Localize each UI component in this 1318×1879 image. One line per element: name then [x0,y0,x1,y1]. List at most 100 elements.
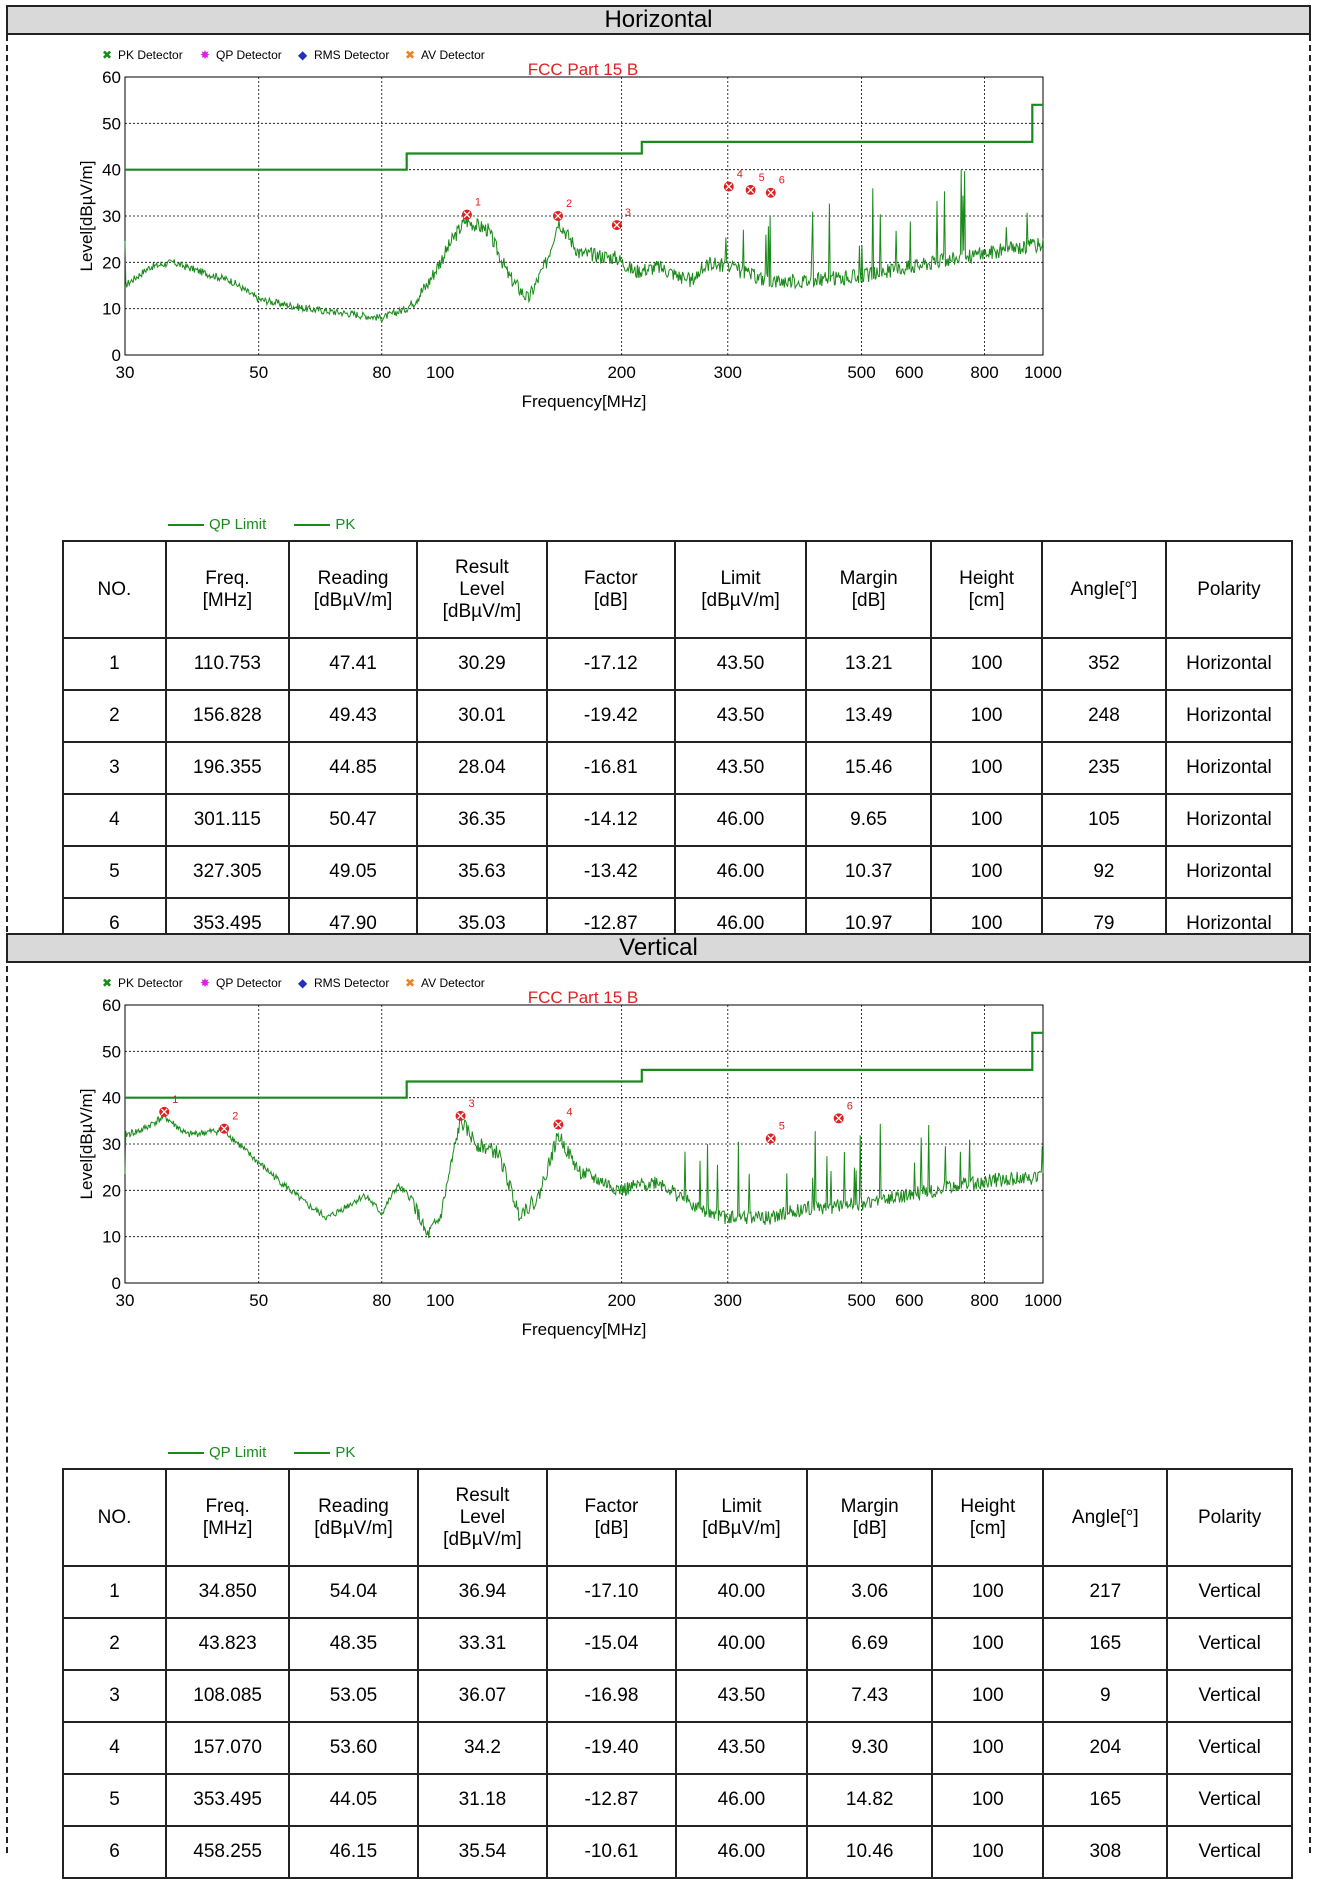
table-cell: 100 [931,1669,1045,1723]
marker-label: 2 [566,198,572,210]
table-cell: 217 [1042,1565,1169,1619]
table-cell: Vertical [1166,1565,1293,1619]
table-cell: 53.60 [288,1721,419,1775]
table-cell: 2 [61,1617,168,1671]
column-header: Polarity [1164,540,1294,639]
table-cell: 13.21 [805,637,933,691]
legend-symbol-icon: ✖ [102,976,112,990]
table-cell: -13.42 [545,845,676,899]
y-tick-label: 60 [102,996,121,1015]
legend-qp-limit: QP Limit [168,1444,266,1461]
table-cell: 110.753 [164,637,290,691]
column-header: Freq. [MHz] [164,540,290,639]
table-cell: 92 [1041,845,1167,899]
table-cell: 43.50 [674,1669,809,1723]
y-tick-label: 30 [102,1135,121,1154]
x-tick-label: 80 [372,1291,391,1310]
table-cell: 3.06 [806,1565,934,1619]
table-cell: -15.04 [546,1617,677,1671]
x-tick-label: 30 [116,1291,135,1310]
x-tick-label: 1000 [1024,1291,1062,1310]
peak-marker: 1 [159,1094,178,1117]
table-cell: 100 [930,637,1044,691]
legend-symbol-icon: ◆ [298,48,308,62]
x-tick-label: 300 [714,1291,742,1310]
table-row: 2 156.828 49.43 30.01 -19.42 43.50 13.49 100 248… [62,689,1294,743]
legend-label: AV Detector [421,48,485,62]
x-tick-label: 500 [847,363,875,382]
table-cell: 100 [930,845,1044,899]
table-cell: 3 [61,1669,168,1723]
table-cell: 105 [1041,793,1167,847]
y-tick-label: 0 [112,1274,121,1293]
legend-symbol-icon: ◆ [298,976,308,990]
marker-cross-icon [767,1135,775,1142]
table-cell: Horizontal [1164,793,1294,847]
column-header: Polarity [1166,1468,1293,1567]
legend-pk: PK [294,1444,355,1461]
marker-cross-icon [220,1125,228,1133]
legend-qp-limit: QP Limit [168,516,266,533]
y-tick-label: 0 [112,346,121,365]
table-cell: 36.94 [416,1565,549,1619]
table-cell: 165 [1042,1773,1169,1827]
y-tick-label: 10 [102,300,121,319]
legend-label: RMS Detector [314,976,389,990]
table-row: 3 108.085 53.05 36.07 -16.98 43.50 7.43 100 9 Ver… [61,1669,1293,1723]
table-cell: Vertical [1166,1825,1293,1879]
table-cell: 40.00 [674,1617,809,1671]
x-tick-label: 200 [607,363,635,382]
table-cell: -14.12 [545,793,676,847]
table-row: 4 157.070 53.60 34.2 -19.40 43.50 9.30 100 204 Ve… [61,1721,1293,1775]
y-tick-label: 50 [102,114,121,133]
emission-chart-horizontal: ✖ PK Detector ✸ QP Detector ◆ RMS Detector ✖ AV… [77,48,1062,411]
table-cell: 248 [1041,689,1167,743]
table-cell: 36.35 [416,793,548,847]
table-cell: 44.05 [288,1773,419,1827]
y-tick-label: 10 [102,1228,121,1247]
marker-cross-icon [457,1112,465,1120]
x-tick-label: 800 [970,1291,998,1310]
table-cell: 301.115 [164,793,290,847]
peak-marker: 2 [219,1111,238,1134]
peak-marker: 6 [765,175,785,198]
table-cell: Vertical [1166,1669,1293,1723]
table-cell: 34.2 [416,1721,549,1775]
table-cell: 235 [1041,741,1167,795]
column-header: Factor [dB] [546,1468,677,1567]
table-cell: 100 [931,1721,1045,1775]
table-cell: 327.305 [164,845,290,899]
x-tick-label: 300 [714,363,742,382]
table-cell: 1 [62,637,167,691]
bottom-legend-vertical: QP Limit PK [168,1444,379,1461]
table-cell: 43.50 [674,1721,809,1775]
y-axis-label: Level[dBµV/m] [77,1089,96,1200]
marker-cross-icon [554,212,562,220]
column-header: Height [cm] [931,1468,1045,1567]
marker-label: 6 [847,1100,853,1112]
table-cell: 458.255 [165,1825,291,1879]
table-cell: Horizontal [1164,637,1294,691]
table-cell: 46.00 [673,793,808,847]
table-cell: Vertical [1166,1617,1293,1671]
table-cell: 5 [61,1773,168,1827]
table-cell: 308 [1042,1825,1169,1879]
column-header: Limit [dBµV/m] [674,1468,809,1567]
marker-label: 5 [779,1121,785,1133]
chart-title: FCC Part 15 B [528,60,639,79]
marker-cross-icon [463,211,471,219]
peak-marker: 5 [765,1121,785,1144]
table-header-row: NO. Freq. [MHz] Reading [dBµV/m] Result Level[… [62,540,1294,639]
table-cell: Horizontal [1164,689,1294,743]
x-axis-label: Frequency[MHz] [522,392,647,411]
table-cell: 4 [62,793,167,847]
column-header: Factor [dB] [545,540,676,639]
table-cell: 54.04 [288,1565,419,1619]
x-tick-label: 600 [895,1291,923,1310]
table-cell: 4 [61,1721,168,1775]
y-tick-label: 50 [102,1042,121,1061]
table-cell: 15.46 [805,741,933,795]
marker-cross-icon [767,189,775,197]
pk-trace-line [124,1111,1044,1239]
section-title-horizontal: Horizontal [6,5,1311,35]
